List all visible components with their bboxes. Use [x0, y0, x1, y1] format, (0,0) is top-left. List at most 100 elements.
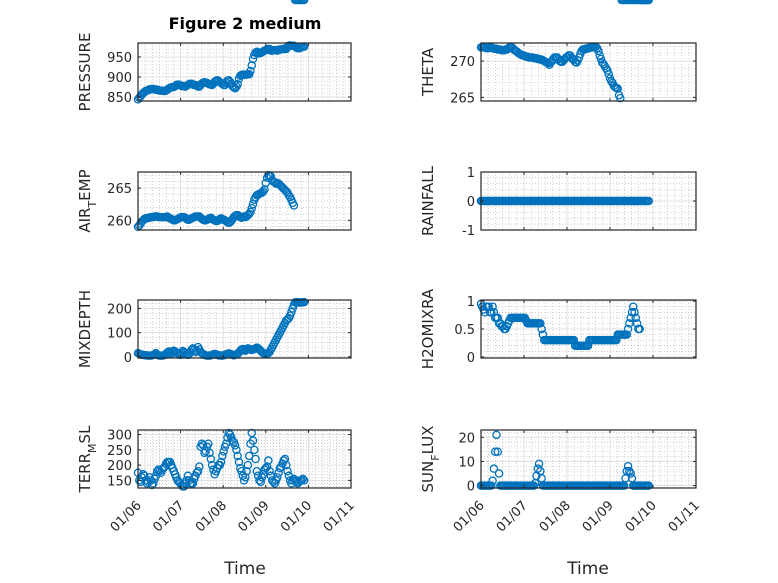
y-tick-label: 900 — [107, 71, 132, 86]
y-axis-label: SUNFLUX — [419, 426, 442, 493]
subplot-pressure: 850 900 950 PRESSURE — [76, 33, 352, 112]
data-point — [251, 454, 260, 464]
subplot-rainfall: -1 0 1 RAINFALL — [419, 165, 697, 239]
y-tick-label: -1 — [462, 224, 475, 239]
data-point — [262, 462, 272, 471]
y-tick-label: 20 — [458, 431, 475, 446]
y-tick-label: 260 — [107, 214, 132, 229]
data-point — [228, 81, 237, 91]
axes-box — [137, 429, 352, 489]
y-axis-label-subscript: T — [86, 201, 99, 209]
data-point — [283, 466, 292, 476]
axes-box — [137, 299, 352, 359]
data-point — [627, 308, 637, 317]
y-axis-label-text: THETA — [419, 47, 437, 97]
data-point — [246, 66, 255, 76]
data-point — [248, 199, 258, 209]
y-axis-label-text: AIR — [76, 208, 94, 233]
data-point — [159, 463, 168, 473]
data-point — [644, 481, 653, 490]
axes-box — [480, 429, 697, 489]
data-point — [232, 445, 241, 455]
data-point — [205, 448, 214, 458]
data-point — [493, 447, 503, 456]
data-point — [635, 324, 644, 334]
y-tick-label: 265 — [107, 182, 132, 197]
data-point — [594, 46, 603, 56]
y-axis-label-text: TERR — [76, 453, 94, 494]
data-point — [246, 207, 255, 217]
y-tick-label: 300 — [107, 429, 132, 444]
data-point — [233, 451, 242, 461]
subplot-theta: 265 270 THETA — [419, 0, 697, 106]
data-point — [622, 330, 632, 339]
y-tick-label: 0 — [467, 195, 475, 210]
data-point — [537, 324, 546, 334]
y-tick-label: 1 — [467, 295, 475, 310]
data-point — [195, 462, 204, 471]
data-point — [247, 203, 256, 213]
data-point — [225, 77, 235, 87]
data-point — [234, 457, 244, 467]
data-point — [533, 464, 543, 473]
data-point — [193, 466, 203, 476]
y-tick-label: 270 — [450, 55, 475, 70]
data-point — [264, 456, 273, 465]
data-point — [281, 460, 291, 470]
data-point — [487, 308, 496, 317]
data-point — [250, 445, 259, 455]
data-point — [266, 172, 276, 181]
y-axis-label: PRESSURE — [76, 33, 94, 112]
y-tick-label: 1 — [467, 166, 475, 181]
plot-area — [481, 430, 696, 488]
data-point — [623, 461, 633, 471]
data-point — [230, 441, 240, 450]
data-point — [628, 302, 638, 311]
data-point — [630, 308, 639, 317]
y-axis-label-subscript: M — [86, 443, 99, 453]
data-point — [216, 457, 226, 467]
y-axis-label: MIXDEPTH — [76, 290, 94, 368]
data-point — [595, 51, 604, 60]
data-point — [265, 466, 274, 476]
data-point — [248, 436, 258, 445]
y-tick-label: 200 — [107, 302, 132, 317]
data-point — [285, 311, 295, 320]
y-tick-label: 0 — [467, 351, 475, 366]
y-tick-label: 950 — [107, 51, 132, 66]
axes-box — [137, 171, 352, 231]
figure-title: Figure 2 medium — [169, 14, 322, 33]
data-point — [298, 474, 308, 484]
y-axis-label-tail: SL — [76, 425, 94, 444]
y-axis-label-text: MIXDEPTH — [76, 290, 94, 368]
y-tick-label: 200 — [107, 459, 132, 474]
data-point — [218, 451, 227, 461]
y-axis-label: TERRMSL — [76, 425, 99, 494]
data-point — [241, 473, 250, 482]
data-point — [492, 430, 501, 440]
y-tick-label: 10 — [458, 455, 475, 470]
subplot-air_temp: 260 265 AIRTEMP — [76, 0, 352, 233]
y-axis-label-text: H2OMIXRA — [419, 288, 437, 369]
data-point — [626, 469, 635, 478]
y-tick-label: 100 — [107, 327, 132, 342]
data-point — [607, 77, 616, 86]
data-point — [273, 473, 282, 482]
data-point — [140, 471, 149, 481]
data-point — [494, 469, 504, 478]
data-point — [289, 201, 299, 210]
data-point — [284, 190, 294, 200]
data-point — [221, 78, 231, 87]
data-point — [616, 93, 625, 103]
data-point — [604, 69, 613, 79]
y-tick-label: 150 — [107, 474, 132, 489]
data-point — [219, 447, 228, 456]
data-point — [149, 479, 158, 488]
subplot-h2omixra: 0 0.5 1 H2OMIXRA — [419, 0, 697, 369]
y-tick-label: 0 — [124, 351, 132, 366]
data-point — [299, 0, 309, 5]
y-axis-label-tail: LUX — [419, 426, 437, 455]
data-point — [201, 447, 210, 456]
data-point — [206, 454, 216, 464]
